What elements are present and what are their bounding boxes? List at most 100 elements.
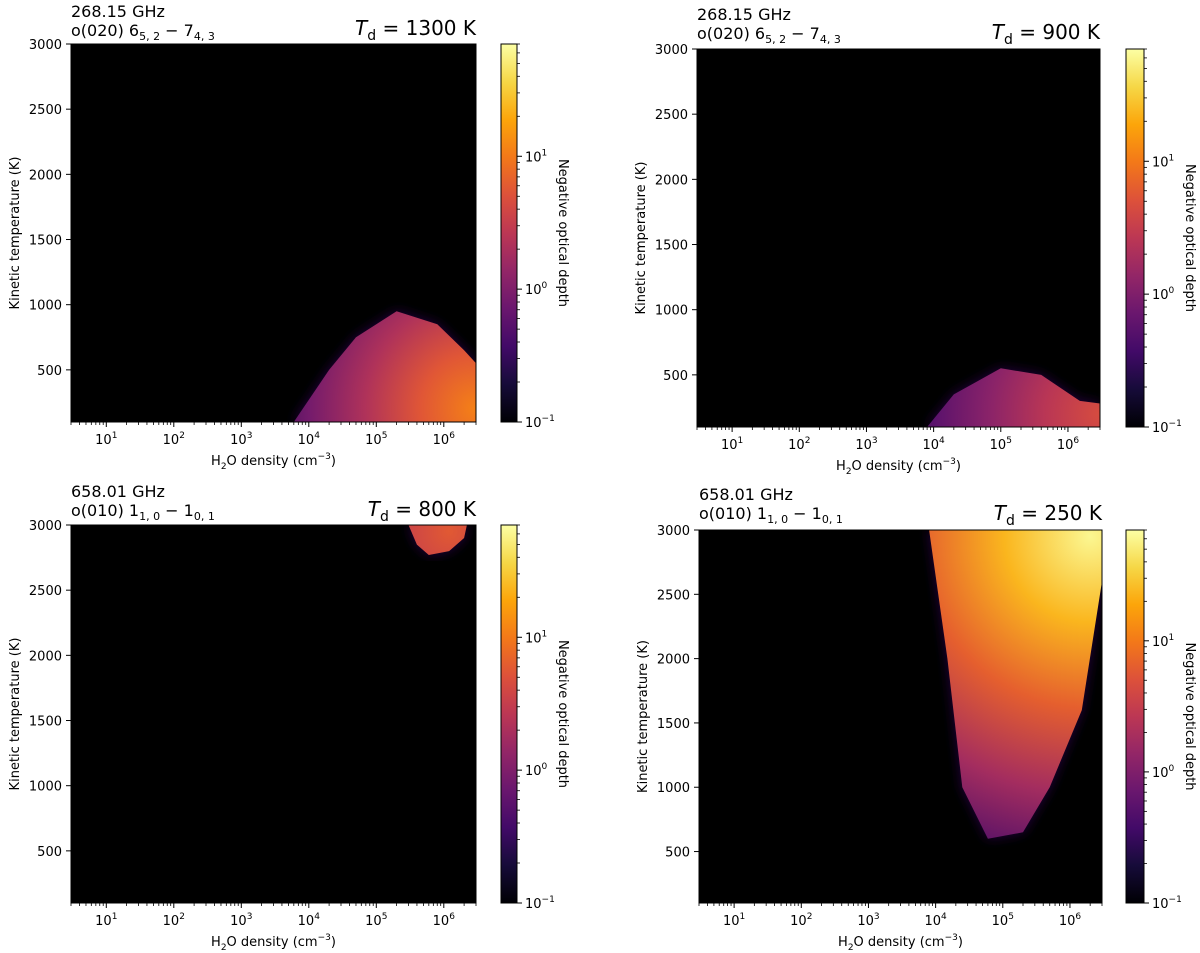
heatmap-region	[408, 525, 467, 555]
y-axis-label: Kinetic temperature (K)	[636, 640, 651, 793]
transition-label: o(020) 65, 2 − 74, 3	[697, 24, 841, 46]
y-tick-label: 2000	[657, 653, 690, 668]
y-tick-label: 500	[37, 364, 62, 379]
y-tick-label: 500	[37, 845, 62, 860]
x-tick-label: 102	[163, 431, 185, 448]
heatmap-region	[929, 530, 1102, 839]
heatmap-region-group	[293, 311, 476, 422]
x-tick-label: 104	[298, 912, 321, 929]
frequency-label: 268.15 GHz	[697, 5, 791, 24]
x-tick-label: 104	[298, 431, 321, 448]
x-tick-label: 106	[1057, 436, 1080, 453]
x-tick-label: 102	[790, 912, 812, 929]
y-axis-label: Kinetic temperature (K)	[634, 162, 649, 315]
y-tick-label: 1000	[29, 299, 62, 314]
frequency-label: 658.01 GHz	[699, 485, 793, 504]
colorbar-label: Negative optical depth	[1182, 642, 1197, 790]
colorbar-tick-label: 100	[1152, 764, 1175, 781]
colorbar-label: Negative optical depth	[555, 159, 570, 307]
x-axis: 101 102 103 104 105 106	[70, 903, 477, 929]
y-tick-label: 3000	[29, 519, 62, 534]
y-tick-label: 500	[665, 846, 690, 861]
x-tick-label: 104	[922, 436, 945, 453]
dust-temperature-label: Td = 800 K	[368, 497, 477, 525]
y-axis: 500 1000 1500 2000 2500 3000	[657, 524, 699, 861]
y-tick-label: 2000	[29, 649, 62, 664]
y-tick-label: 3000	[657, 524, 690, 539]
frequency-label: 658.01 GHz	[71, 482, 165, 501]
x-axis-label: H2O density (cm−3)	[211, 933, 336, 953]
colorbar: 10−1 100 101 Negative optical depth	[1125, 529, 1197, 912]
frequency-label: 268.15 GHz	[71, 2, 165, 21]
y-axis-label: Kinetic temperature (K)	[8, 638, 23, 791]
colorbar-tick-label: 10−1	[525, 414, 555, 431]
y-tick-label: 1500	[29, 234, 62, 249]
heatmap-panel-1: 101 102 103 104 105 106 500 1000 1500 2000 2500 300…	[8, 2, 570, 472]
x-axis: 101 102 103 104 105 106	[70, 422, 477, 448]
heatmap-region	[293, 311, 476, 422]
transition-label: o(010) 11, 0 − 10, 1	[699, 504, 843, 526]
x-tick-label: 103	[857, 912, 879, 929]
x-tick-label: 103	[230, 912, 252, 929]
x-tick-label: 105	[365, 431, 387, 448]
heatmap-region-group	[927, 368, 1100, 427]
y-tick-label: 1000	[655, 304, 688, 319]
heatmap-panel-2: 101 102 103 104 105 106 500 1000 1500 2000 2500 300…	[634, 5, 1197, 477]
heatmap-panel-3: 101 102 103 104 105 106 500 1000 1500 2000 2500 300…	[8, 482, 570, 953]
x-tick-label: 101	[95, 431, 117, 448]
colorbar-gradient	[1125, 529, 1145, 904]
colorbar-tick-label: 101	[1152, 153, 1174, 170]
y-tick-label: 3000	[655, 43, 688, 58]
y-axis-label: Kinetic temperature (K)	[8, 157, 23, 310]
colorbar: 10−1 100 101 Negative optical depth	[500, 524, 570, 912]
x-tick-label: 103	[855, 436, 877, 453]
colorbar-label: Negative optical depth	[555, 640, 570, 788]
y-tick-label: 1000	[657, 781, 690, 796]
x-axis: 101 102 103 104 105 106	[698, 903, 1103, 929]
colorbar-tick-label: 101	[525, 148, 547, 165]
colorbar-gradient	[500, 43, 518, 423]
y-tick-label: 2500	[29, 584, 62, 599]
x-tick-label: 103	[230, 431, 252, 448]
colorbar-tick-label: 100	[1152, 286, 1175, 303]
colorbar-tick-label: 101	[525, 629, 547, 646]
x-axis-label: H2O density (cm−3)	[211, 452, 336, 472]
x-tick-label: 102	[788, 436, 810, 453]
x-tick-label: 101	[95, 912, 117, 929]
dust-temperature-label: Td = 250 K	[994, 501, 1103, 529]
colorbar-tick-label: 10−1	[1152, 419, 1182, 436]
y-tick-label: 1500	[657, 717, 690, 732]
y-axis: 500 1000 1500 2000 2500 3000	[655, 43, 697, 384]
y-tick-label: 3000	[29, 38, 62, 53]
heatmap-background	[697, 49, 1100, 427]
colorbar-tick-label: 10−1	[1152, 895, 1182, 912]
heatmap-panel-4: 101 102 103 104 105 106 500 1000 1500 2000 2500 300…	[636, 485, 1197, 953]
colorbar-tick-label: 10−1	[525, 895, 555, 912]
y-tick-label: 500	[663, 369, 688, 384]
y-tick-label: 2500	[29, 103, 62, 118]
x-axis-label: H2O density (cm−3)	[838, 933, 963, 953]
y-tick-label: 2000	[655, 173, 688, 188]
y-tick-label: 1500	[655, 239, 688, 254]
dust-temperature-label: Td = 900 K	[992, 20, 1101, 48]
heatmap-region	[927, 368, 1100, 427]
dust-temperature-label: Td = 1300 K	[355, 16, 477, 44]
colorbar-tick-label: 101	[1152, 633, 1174, 650]
x-axis: 101 102 103 104 105 106	[696, 427, 1101, 453]
transition-label: o(010) 11, 0 − 10, 1	[71, 501, 215, 523]
x-tick-label: 102	[163, 912, 185, 929]
colorbar-gradient	[500, 524, 518, 904]
x-tick-label: 101	[721, 436, 743, 453]
y-tick-label: 1000	[29, 780, 62, 795]
x-tick-label: 105	[990, 436, 1012, 453]
x-tick-label: 105	[365, 912, 387, 929]
y-axis: 500 1000 1500 2000 2500 3000	[29, 38, 71, 379]
y-axis: 500 1000 1500 2000 2500 3000	[29, 519, 71, 860]
y-tick-label: 2500	[655, 108, 688, 123]
colorbar-gradient	[1125, 48, 1145, 428]
x-tick-label: 104	[924, 912, 947, 929]
colorbar-tick-label: 100	[525, 281, 548, 298]
x-axis-label: H2O density (cm−3)	[836, 457, 961, 477]
x-tick-label: 106	[433, 431, 456, 448]
